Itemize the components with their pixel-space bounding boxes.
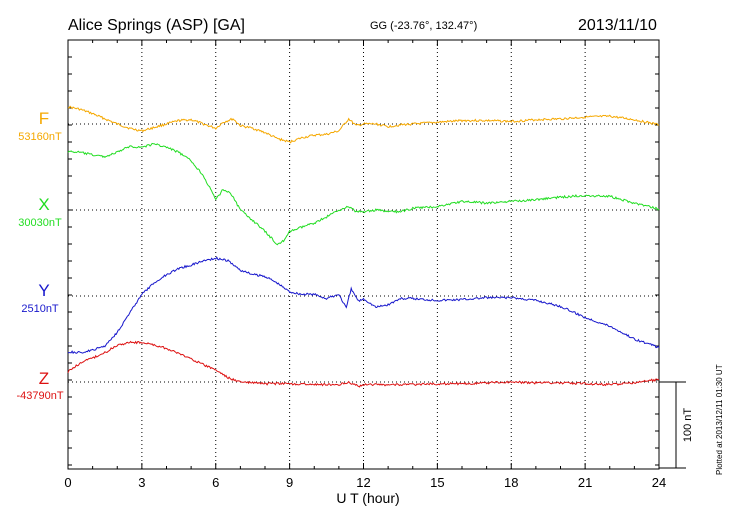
x-tick-label: 12 [356, 475, 370, 490]
scale-bar-label: 100 nT [682, 408, 694, 443]
x-tick-label: 3 [138, 475, 145, 490]
x-tick-label: 6 [212, 475, 219, 490]
series-name-f: F [39, 109, 49, 128]
series-baseline-f: 53160nT [18, 131, 62, 143]
x-axis-ticks: 0 3 6 9 12 15 18 21 24 [64, 40, 666, 490]
series-line-x [67, 142, 660, 246]
x-tick-label: 9 [286, 475, 293, 490]
series-line-f [67, 105, 660, 144]
scale-bar: 100 nT [659, 381, 694, 469]
x-tick-label: 24 [652, 475, 666, 490]
series-line-z [67, 340, 660, 388]
plot-date: 2013/11/10 [578, 17, 657, 34]
series-group [67, 105, 660, 388]
grid-lines [68, 40, 659, 469]
series-name-y: Y [38, 281, 49, 300]
x-tick-label: 21 [578, 475, 592, 490]
station-coordinates: GG (-23.76°, 132.47°) [370, 20, 477, 32]
series-labels: F 53160nT X 30030nT Y 2510nT Z -43790nT [16, 109, 63, 402]
x-tick-label: 0 [64, 475, 71, 490]
series-name-z: Z [39, 369, 49, 388]
x-axis-label: U T (hour) [336, 490, 399, 506]
series-name-x: X [38, 195, 49, 214]
plotted-note: Plotted at 2013/12/11 01:30 UT [715, 364, 724, 475]
series-baseline-y: 2510nT [21, 303, 59, 315]
series-baseline-z: -43790nT [16, 390, 63, 402]
station-title: Alice Springs (ASP) [GA] [68, 17, 245, 34]
series-line-y [67, 256, 660, 355]
x-tick-label: 15 [430, 475, 444, 490]
series-baseline-x: 30030nT [18, 217, 62, 229]
x-tick-label: 18 [504, 475, 518, 490]
